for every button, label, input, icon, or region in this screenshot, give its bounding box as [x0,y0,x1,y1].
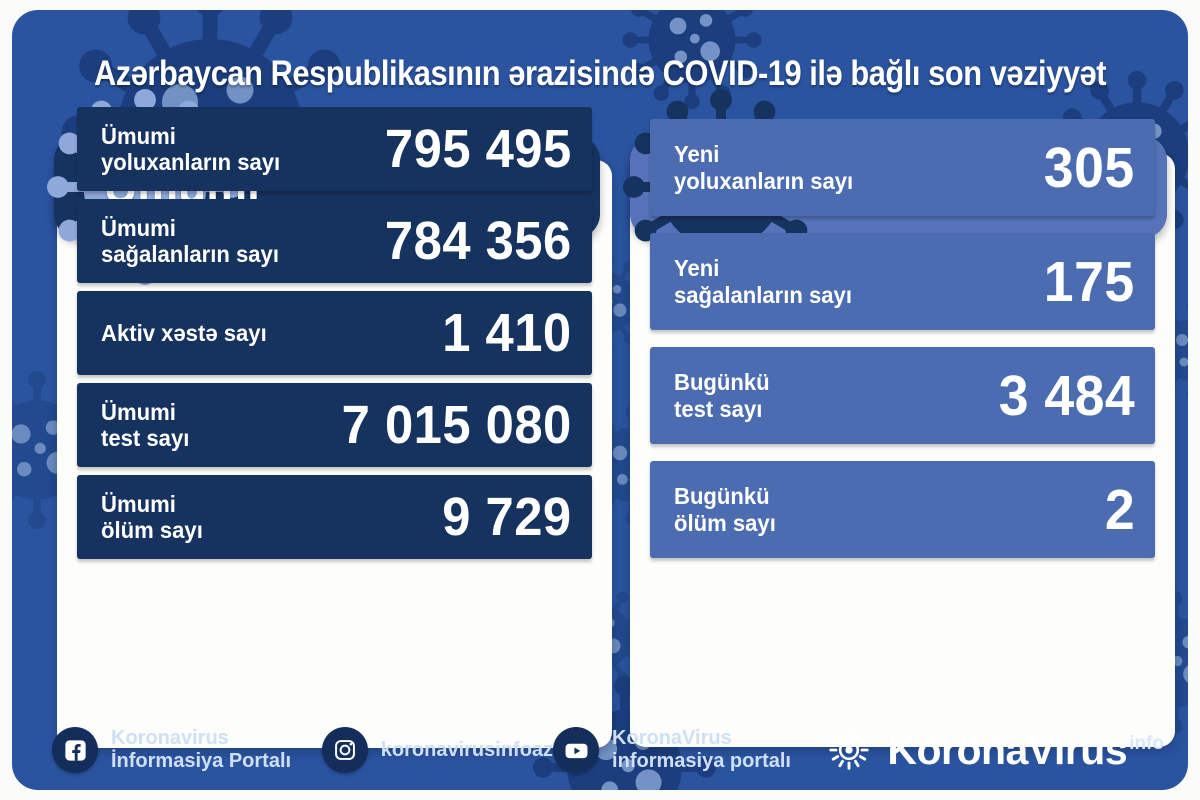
stat-new-infections: Yeni yoluxanların sayı 305 [650,119,1155,216]
facebook-icon [52,727,98,773]
youtube-link[interactable]: KoronaVirus informasiya portalı [553,727,823,773]
stat-today-tests: Bugünkü test sayı 3 484 [650,347,1155,444]
page-title: Azərbaycan Respublikasının ərazisində CO… [93,54,1107,93]
stat-label: Ümumi test sayı [101,398,190,451]
stat-value: 305 [1044,135,1135,200]
stat-label: Bugünkü ölüm sayı [674,483,776,536]
stat-value: 3 484 [998,363,1135,428]
instagram-link[interactable]: koronavirusinfoaz [321,727,554,773]
stat-value: 795 495 [385,119,572,179]
stat-label: Yeni sağalanların sayı [674,255,852,308]
brand-name: KoronaVirus [887,726,1128,773]
youtube-icon [553,727,600,773]
youtube-label: KoronaVirus informasiya portalı [612,727,791,772]
stat-total-tests: Ümumi test sayı 7 015 080 [77,383,592,467]
facebook-label: Koronavirus İnformasiya Portalı [111,727,292,772]
today-stats-list: Yeni yoluxanların sayı 305 Yeni sağalanl… [650,119,1155,558]
stat-label: Ümumi yoluxanların sayı [101,122,281,175]
footer: Koronavirus İnformasiya Portalı koronavi… [52,724,1164,776]
stat-active-cases: Aktiv xəstə sayı 1 410 [77,291,592,375]
stat-value: 9 729 [442,487,572,547]
stat-value: 7 015 080 [341,395,572,455]
stat-label: Bugünkü test sayı [674,369,770,422]
brand-sup: info [1129,732,1164,754]
stat-value: 1 410 [442,303,572,363]
brand-text: KoronaVirus info [887,726,1164,774]
stat-total-infections: Ümumi yoluxanların sayı 795 495 [77,107,592,191]
stat-label: Aktiv xəstə sayı [101,319,267,346]
stat-label: Yeni yoluxanların sayı [674,141,854,194]
stat-total-recovered: Ümumi sağalanların sayı 784 356 [77,199,592,283]
stat-label: Ümumi ölüm sayı [101,490,203,543]
stat-today-deaths: Bugünkü ölüm sayı 2 [650,461,1155,558]
brand-virus-icon [823,724,875,776]
brand-logo: KoronaVirus info [823,724,1164,776]
stat-total-deaths: Ümumi ölüm sayı 9 729 [77,475,592,559]
instagram-icon [321,727,368,773]
main-background: Azərbaycan Respublikasının ərazisində CO… [12,10,1188,790]
facebook-link[interactable]: Koronavirus İnformasiya Portalı [52,727,322,773]
stat-value: 175 [1044,249,1135,314]
stat-new-recovered: Yeni sağalanların sayı 175 [650,233,1155,330]
stat-label: Ümumi sağalanların sayı [101,214,279,267]
instagram-label: koronavirusinfoaz [380,738,554,761]
total-stats-list: Ümumi yoluxanların sayı 795 495 Ümumi sa… [77,107,592,559]
stat-value: 784 356 [385,211,572,271]
stat-value: 2 [1104,477,1135,542]
